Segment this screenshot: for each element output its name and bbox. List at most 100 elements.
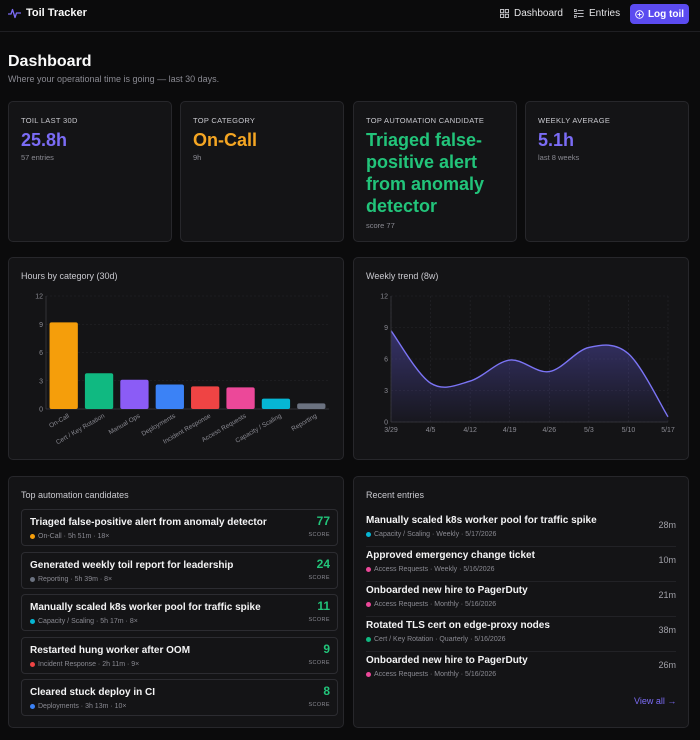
candidate-card[interactable]: Manually scaled k8s worker pool for traf… (21, 594, 338, 631)
entry-row[interactable]: Onboarded new hire to PagerDuty Access R… (366, 585, 676, 617)
stat-sub: 57 entries (21, 153, 54, 162)
pulse-icon (8, 8, 21, 18)
entry-duration: 28m (658, 520, 676, 530)
y-tick-label: 12 (380, 294, 388, 301)
bar[interactable] (155, 384, 184, 409)
x-tick-label: 5/10 (622, 427, 636, 434)
bar[interactable] (191, 386, 220, 409)
x-tick-label: Reporting (290, 412, 318, 432)
entry-meta: Cert / Key Rotation · Quarterly · 5/16/2… (366, 636, 506, 643)
category-dot (30, 619, 35, 624)
automation-candidates-panel: Top automation candidates Triaged false-… (8, 476, 344, 728)
candidate-title: Cleared stuck deploy in CI (30, 687, 156, 698)
x-tick-label: 4/19 (503, 427, 517, 434)
y-tick-label: 0 (384, 420, 388, 427)
candidate-meta: On-Call · 5h 51m · 18× (30, 533, 109, 540)
bar[interactable] (226, 387, 255, 409)
entry-meta: Access Requests · Monthly · 5/16/2026 (366, 671, 496, 678)
candidate-meta-text: Incident Response · 2h 11m · 9× (38, 661, 140, 668)
category-dot (30, 577, 35, 582)
area-fill (391, 330, 668, 422)
score-label: SCORE (308, 702, 330, 708)
entry-row[interactable]: Onboarded new hire to PagerDuty Access R… (366, 655, 676, 687)
entry-row[interactable]: Rotated TLS cert on edge-proxy nodes Cer… (366, 620, 676, 652)
candidate-card[interactable]: Restarted hung worker after OOM Incident… (21, 637, 338, 674)
app-title: Toil Tracker (26, 7, 87, 19)
x-tick-label: Manual Ops (108, 412, 142, 436)
candidate-score: 9 (323, 642, 330, 656)
y-tick-label: 6 (39, 350, 43, 357)
stat-value-line: positive alert (366, 152, 478, 172)
entry-duration: 38m (658, 625, 676, 635)
stat-sub: 9h (193, 153, 202, 162)
panel-title: Recent entries (366, 490, 425, 500)
candidate-meta-text: Capacity / Scaling · 5h 17m · 8× (38, 618, 138, 625)
stat-sub: last 8 weeks (538, 153, 580, 162)
x-tick-label: 4/5 (426, 427, 436, 434)
candidate-card[interactable]: Generated weekly toil report for leaders… (21, 552, 338, 589)
view-all-link[interactable]: View all → (634, 696, 677, 706)
category-dot (30, 534, 35, 539)
entry-duration: 26m (658, 660, 676, 670)
divider (366, 581, 676, 582)
candidate-meta: Deployments · 3h 13m · 10× (30, 703, 127, 710)
candidate-meta-text: Deployments · 3h 13m · 10× (38, 703, 127, 710)
stat-card-automation-candidate: TOP AUTOMATION CANDIDATE Triaged false- … (353, 101, 517, 242)
stat-value: 25.8h (21, 130, 68, 150)
page-subtitle: Where your operational time is going — l… (8, 74, 220, 84)
entry-title: Rotated TLS cert on edge-proxy nodes (366, 620, 550, 631)
page-title: Dashboard (8, 53, 92, 70)
entry-row[interactable]: Approved emergency change ticket Access … (366, 550, 676, 582)
nav-entries-label: Entries (589, 8, 621, 19)
stat-value-line: Triaged false- (366, 130, 483, 150)
nav-dashboard[interactable]: Dashboard (500, 8, 563, 19)
candidate-score: 77 (316, 514, 330, 528)
stat-card-weekly-average: WEEKLY AVERAGE 5.1h last 8 weeks (525, 101, 689, 242)
score-label: SCORE (308, 575, 330, 581)
bar[interactable] (120, 379, 149, 409)
y-tick-label: 6 (384, 357, 388, 364)
candidate-meta-text: On-Call · 5h 51m · 18× (38, 533, 110, 540)
entry-title: Manually scaled k8s worker pool for traf… (366, 515, 597, 526)
nav-entries[interactable]: Entries (574, 8, 620, 19)
y-tick-label: 3 (384, 388, 388, 395)
category-chart-panel: Hours by category (30d) 0 3 6 9 12 On-Call Cer… (8, 257, 344, 460)
nav-dashboard-label: Dashboard (514, 8, 563, 19)
entry-row[interactable]: Manually scaled k8s worker pool for traf… (366, 515, 676, 547)
trend-line[interactable] (390, 330, 669, 418)
x-tick-label: 5/17 (661, 427, 675, 434)
candidate-title: Restarted hung worker after OOM (30, 645, 191, 656)
x-tick-label: 3/29 (384, 427, 398, 434)
y-tick-label: 3 (39, 378, 43, 385)
y-tick-label: 9 (384, 325, 388, 332)
weekly-trend-panel: Weekly trend (8w) 0 3 6 9 12 3/29 4/5 4/12 4/19 4… (353, 257, 689, 460)
candidate-card[interactable]: Cleared stuck deploy in CI Deployments ·… (21, 679, 338, 716)
score-label: SCORE (308, 532, 330, 538)
candidate-meta: Capacity / Scaling · 5h 17m · 8× (30, 618, 138, 625)
bar[interactable] (261, 398, 291, 409)
bar[interactable] (297, 403, 326, 409)
entry-meta: Access Requests · Monthly · 5/16/2026 (366, 601, 496, 608)
log-toil-button[interactable]: Log toil (630, 4, 689, 24)
entry-meta: Capacity / Scaling · Weekly · 5/17/2026 (366, 531, 496, 538)
candidate-score: 24 (316, 557, 330, 571)
score-label: SCORE (308, 617, 330, 623)
stat-value-line: from anomaly (366, 174, 485, 194)
stat-value: On-Call (193, 130, 258, 150)
candidate-card[interactable]: Triaged false-positive alert from anomal… (21, 509, 338, 546)
x-tick-label: 4/26 (542, 427, 556, 434)
bar[interactable] (49, 322, 78, 409)
category-dot (366, 602, 371, 607)
chart-title: Weekly trend (8w) (366, 271, 439, 281)
y-tick-label: 9 (39, 322, 43, 329)
stat-value-line: detector (366, 196, 438, 216)
bar[interactable] (84, 373, 114, 409)
brand[interactable]: Toil Tracker (8, 7, 87, 19)
entry-meta-text: Cert / Key Rotation · Quarterly · 5/16/2… (374, 636, 506, 643)
category-dot (366, 637, 371, 642)
stat-sub: score 77 (366, 221, 395, 230)
entry-title: Approved emergency change ticket (366, 550, 535, 561)
candidate-meta-text: Reporting · 5h 39m · 8× (38, 576, 113, 583)
score-label: SCORE (308, 660, 330, 666)
